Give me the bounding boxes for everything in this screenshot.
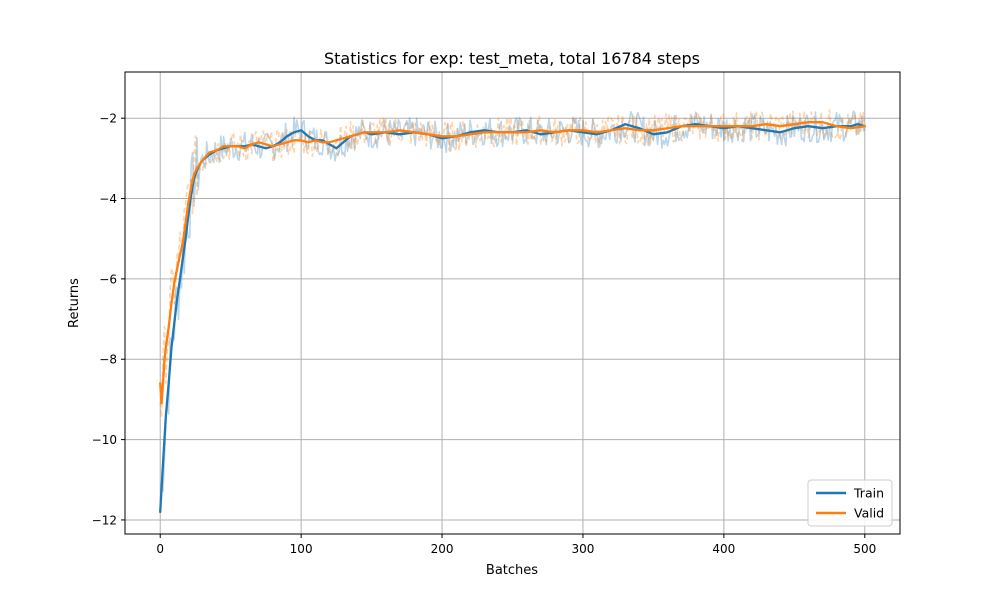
legend-label-train: Train [853,486,884,501]
series-layer [159,121,866,514]
series-line-valid [159,121,866,405]
x-tick-label: 100 [290,542,313,556]
x-tick-label: 400 [712,542,735,556]
raw-line-valid [159,109,866,418]
y-tick-label: −10 [92,433,117,447]
legend-label-valid: Valid [854,506,884,521]
y-tick-label: −4 [99,192,117,206]
plot-frame [124,71,901,535]
x-tick-label: 500 [853,542,876,556]
y-axis-label: Returns [67,278,82,328]
y-tick-label: −8 [99,353,117,367]
y-tick-label: −6 [99,272,117,286]
legend-box [807,479,893,527]
raw-series-layer [159,109,866,513]
x-axis-label: Batches [486,563,538,578]
y-tick-label: −2 [99,112,117,126]
legend: Train Valid [807,479,893,527]
chart-title: Statistics for exp: test_meta, total 167… [324,49,700,69]
x-tick-label: 200 [431,542,454,556]
grid [125,72,900,534]
raw-line-train [159,110,866,513]
axis-ticks: 0 100 200 300 400 500 −12 −10 −8 −6 −4 −2 [92,112,877,556]
y-tick-label: −12 [92,513,117,527]
x-tick-label: 0 [156,542,164,556]
x-tick-label: 300 [572,542,595,556]
